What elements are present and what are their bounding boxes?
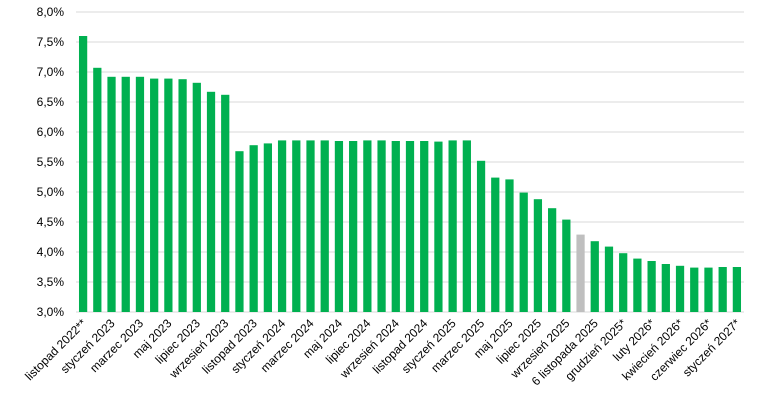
bar [548,208,557,312]
y-tick-label: 3,5% [37,275,65,289]
bar [334,141,344,312]
bar [661,264,670,312]
y-tick-label: 7,5% [37,35,65,49]
bar [462,140,471,312]
bar [718,267,727,312]
bar [434,141,443,312]
bar [206,91,216,312]
bar [249,145,258,312]
bar [178,79,187,312]
y-axis-ticks: 3,0% 3,5% 4,0% 4,5% 5,0% 5,5% 6,0% 6,5% 7,0% 7,5%… [37,5,65,319]
bar [732,267,742,312]
bar [647,261,656,312]
y-tick-label: 3,0% [37,305,65,319]
bar [704,267,713,312]
bar [562,219,571,312]
y-tick-label: 6,0% [37,125,65,139]
bars [78,36,742,312]
bar [164,78,173,312]
bar [121,76,130,312]
y-tick-label: 5,0% [37,185,65,199]
bar [263,143,272,312]
bar [448,140,457,312]
bar [306,140,315,312]
bar [292,140,301,312]
bar [235,151,244,312]
bar [78,36,88,312]
bar [277,140,287,312]
bar [107,76,116,312]
bar [420,141,429,312]
bar [533,199,543,312]
bar [135,76,145,312]
y-tick-label: 5,5% [37,155,65,169]
bar [576,234,585,312]
bar [93,67,102,312]
bar [675,265,685,312]
bar [221,94,230,312]
bar [349,141,358,312]
y-tick-label: 8,0% [37,5,65,19]
bar [690,267,699,312]
bar [633,258,642,312]
bar [590,241,599,312]
bar [505,179,514,312]
y-tick-label: 6,5% [37,95,65,109]
bar [604,246,614,312]
bar [192,82,201,312]
bar [150,78,159,312]
bar [377,140,386,312]
bar [320,140,329,312]
bar [405,141,415,312]
bar [619,253,628,312]
bar [363,140,372,312]
bar [519,192,528,312]
bar [476,160,486,312]
y-tick-label: 7,0% [37,65,65,79]
bar [391,141,400,312]
bar [491,177,500,312]
y-tick-label: 4,5% [37,215,65,229]
y-tick-label: 4,0% [37,245,65,259]
